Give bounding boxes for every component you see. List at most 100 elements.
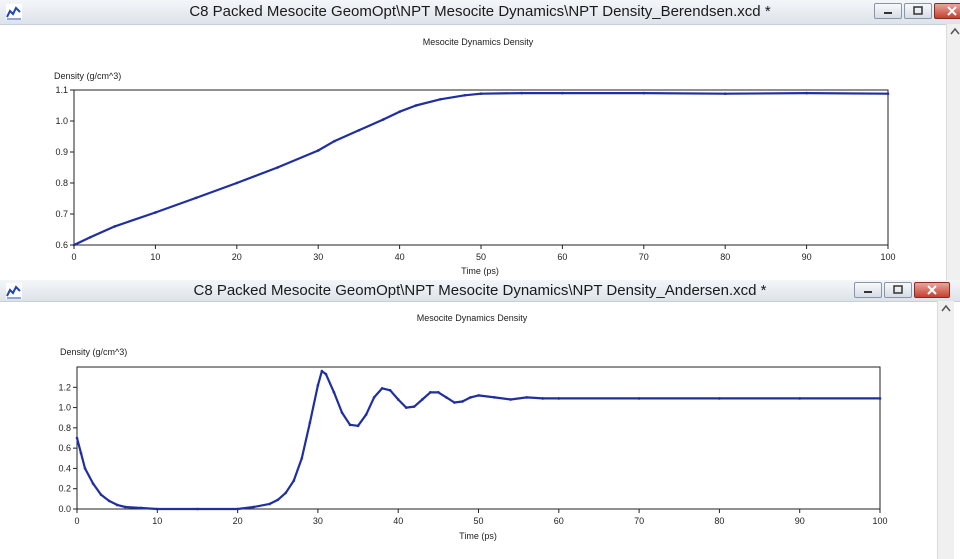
data-point (520, 91, 523, 95)
data-point (154, 211, 157, 214)
data-point (284, 491, 288, 495)
density-series-line (73, 91, 889, 246)
y-axis-label: Density (g/cm^3) (54, 71, 121, 81)
x-tick-label: 70 (639, 252, 649, 262)
x-tick-label: 0 (71, 252, 76, 262)
x-tick-label: 30 (313, 516, 323, 526)
y-axis-label: Density (g/cm^3) (60, 347, 127, 357)
x-axis-label: Time (ps) (461, 266, 499, 276)
x-tick-label: 80 (714, 516, 724, 526)
data-point (382, 118, 385, 121)
x-tick-label: 20 (233, 516, 243, 526)
chart-plot-2: 0 10 20 30 40 50 60 70 80 90 100 0.0 0.2 0.4 0.6 0.8 1.0… (58, 366, 888, 526)
data-point (333, 139, 336, 143)
vertical-scrollbar[interactable] (937, 301, 954, 559)
data-point (276, 498, 280, 502)
data-point (88, 235, 92, 239)
data-point (107, 499, 111, 503)
x-tick-label: 0 (74, 516, 79, 526)
data-point (236, 507, 239, 511)
data-point (72, 243, 76, 247)
x-tick-label: 10 (150, 252, 160, 262)
data-point (805, 91, 808, 95)
x-tick-label: 40 (395, 252, 405, 262)
x-tick-label: 70 (634, 516, 644, 526)
data-point (396, 398, 400, 401)
x-tick-label: 50 (476, 252, 486, 262)
data-point (398, 110, 401, 113)
x-tick-label: 40 (393, 516, 403, 526)
data-point (453, 401, 456, 404)
data-point (348, 423, 352, 427)
chart-svg-1: Mesocite Dynamics Density Density (g/cm^… (54, 37, 896, 276)
y-tick-label: 0.9 (55, 147, 68, 157)
data-point (493, 396, 496, 399)
scroll-up-arrow-icon[interactable] (938, 301, 954, 317)
data-point (372, 396, 376, 399)
data-point (292, 479, 296, 482)
data-point (357, 129, 361, 132)
data-point (509, 398, 512, 401)
title-bar[interactable]: C8 Packed Mesocite GeomOpt\NPT Mesocite … (0, 280, 960, 301)
x-tick-label: 30 (313, 252, 323, 262)
data-point (356, 424, 360, 428)
data-point (196, 507, 199, 511)
data-point (723, 92, 727, 96)
data-point (113, 225, 116, 228)
data-point (268, 502, 272, 506)
data-point (479, 92, 483, 96)
data-point (300, 456, 304, 460)
data-point (324, 372, 328, 376)
y-tick-label: 0.8 (58, 423, 71, 433)
data-point (364, 413, 368, 416)
app-chart-icon (6, 4, 22, 20)
window-controls (854, 282, 950, 298)
x-tick-label: 90 (802, 252, 812, 262)
x-tick-label: 100 (872, 516, 887, 526)
data-point (194, 196, 198, 200)
data-point (477, 394, 480, 397)
data-point (445, 396, 448, 399)
close-button[interactable] (914, 282, 950, 298)
maximize-button[interactable] (884, 282, 912, 298)
window-andersen: C8 Packed Mesocite GeomOpt\NPT Mesocite … (0, 280, 960, 559)
title-bar[interactable]: C8 Packed Mesocite GeomOpt\NPT Mesocite … (0, 0, 960, 24)
data-point (156, 507, 159, 511)
scroll-up-arrow-icon[interactable] (947, 24, 960, 40)
close-button[interactable] (934, 3, 960, 19)
minimize-button[interactable] (854, 282, 882, 298)
plot-frame (76, 366, 881, 510)
window-title: C8 Packed Mesocite GeomOpt\NPT Mesocite … (189, 3, 771, 20)
data-point (235, 181, 239, 185)
vertical-scrollbar[interactable] (946, 24, 960, 280)
data-point (412, 405, 416, 408)
plot-frame (73, 89, 889, 246)
window-controls (874, 3, 960, 19)
y-tick-label: 0.6 (55, 240, 68, 250)
data-point (308, 421, 312, 425)
y-tick-label: 1.2 (58, 382, 71, 392)
x-tick-label: 20 (232, 252, 242, 262)
data-point (99, 493, 103, 497)
data-point (461, 400, 464, 403)
data-point (115, 503, 119, 507)
data-point (388, 389, 392, 392)
chart-svg-2: Mesocite Dynamics Density Density (g/cm^… (58, 313, 888, 541)
data-point (252, 505, 255, 509)
y-tick-label: 1.1 (55, 85, 68, 95)
data-point (79, 451, 83, 455)
density-series-line (75, 369, 880, 511)
chart-title: Mesocite Dynamics Density (417, 313, 528, 323)
data-point (878, 397, 882, 400)
data-point (561, 91, 564, 95)
data-point (83, 467, 87, 470)
y-tick-label: 0.8 (55, 178, 68, 188)
data-point (541, 397, 545, 400)
data-point (139, 506, 143, 510)
data-point (332, 391, 336, 394)
data-point (320, 369, 324, 373)
data-point (718, 397, 721, 400)
minimize-button[interactable] (874, 3, 902, 19)
maximize-button[interactable] (904, 3, 932, 19)
data-point (637, 397, 641, 400)
